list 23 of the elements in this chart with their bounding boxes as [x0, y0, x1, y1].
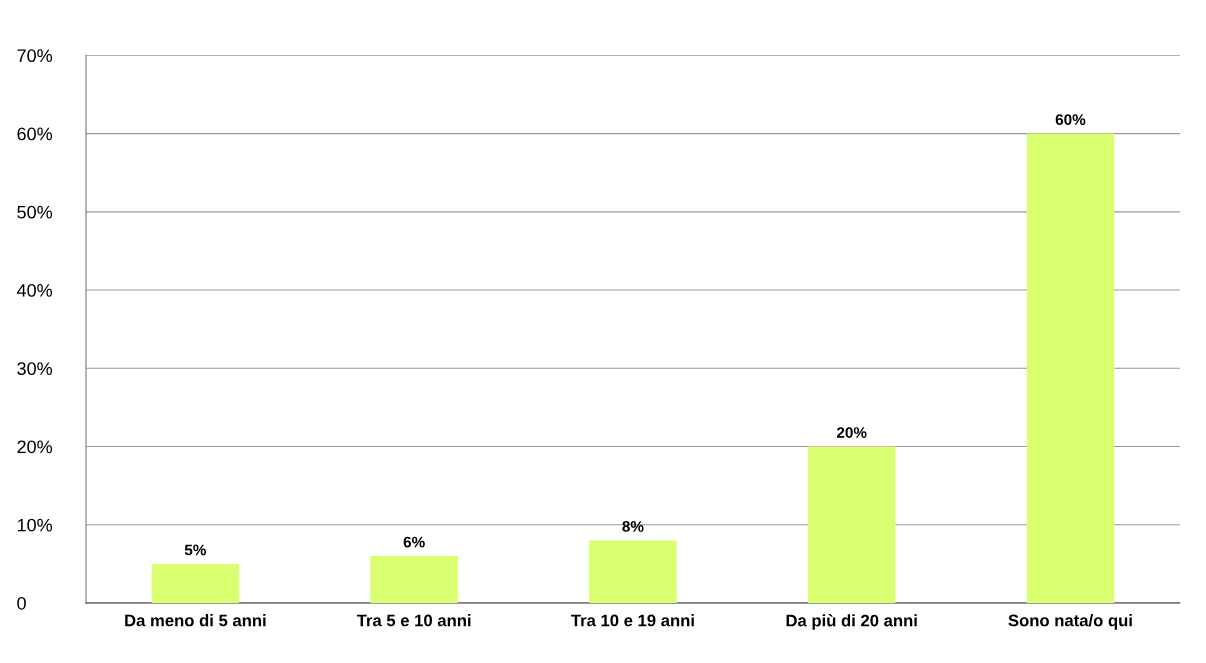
bar: [1026, 133, 1115, 603]
y-tick-label: 30%: [17, 362, 53, 376]
data-label: 5%: [184, 544, 207, 556]
y-tick-label: 20%: [17, 440, 53, 454]
data-label: 6%: [403, 536, 425, 548]
y-tick-label: 10%: [17, 518, 53, 532]
y-tick-label: 70%: [17, 49, 53, 63]
bar: [151, 563, 240, 603]
x-tick-label: Sono nata/o qui: [1008, 614, 1132, 630]
bar: [589, 540, 677, 603]
bar: [807, 446, 896, 603]
y-tick-label: 0: [17, 596, 26, 610]
data-label: 20%: [836, 427, 867, 438]
x-tick-label: Da meno di 5 anni: [125, 614, 266, 627]
bar: [370, 556, 458, 603]
x-tick-label: Tra 10 e 19 anni: [571, 614, 694, 627]
data-label: 60%: [1055, 114, 1086, 126]
data-label: 8%: [622, 521, 644, 532]
y-tick-label: 40%: [16, 284, 53, 297]
x-tick-label: Da più di 20 anni: [786, 614, 917, 630]
y-tick-label: 50%: [17, 205, 53, 219]
x-tick-label: Tra 5 e 10 anni: [356, 614, 471, 627]
y-tick-label: 60%: [17, 127, 53, 141]
